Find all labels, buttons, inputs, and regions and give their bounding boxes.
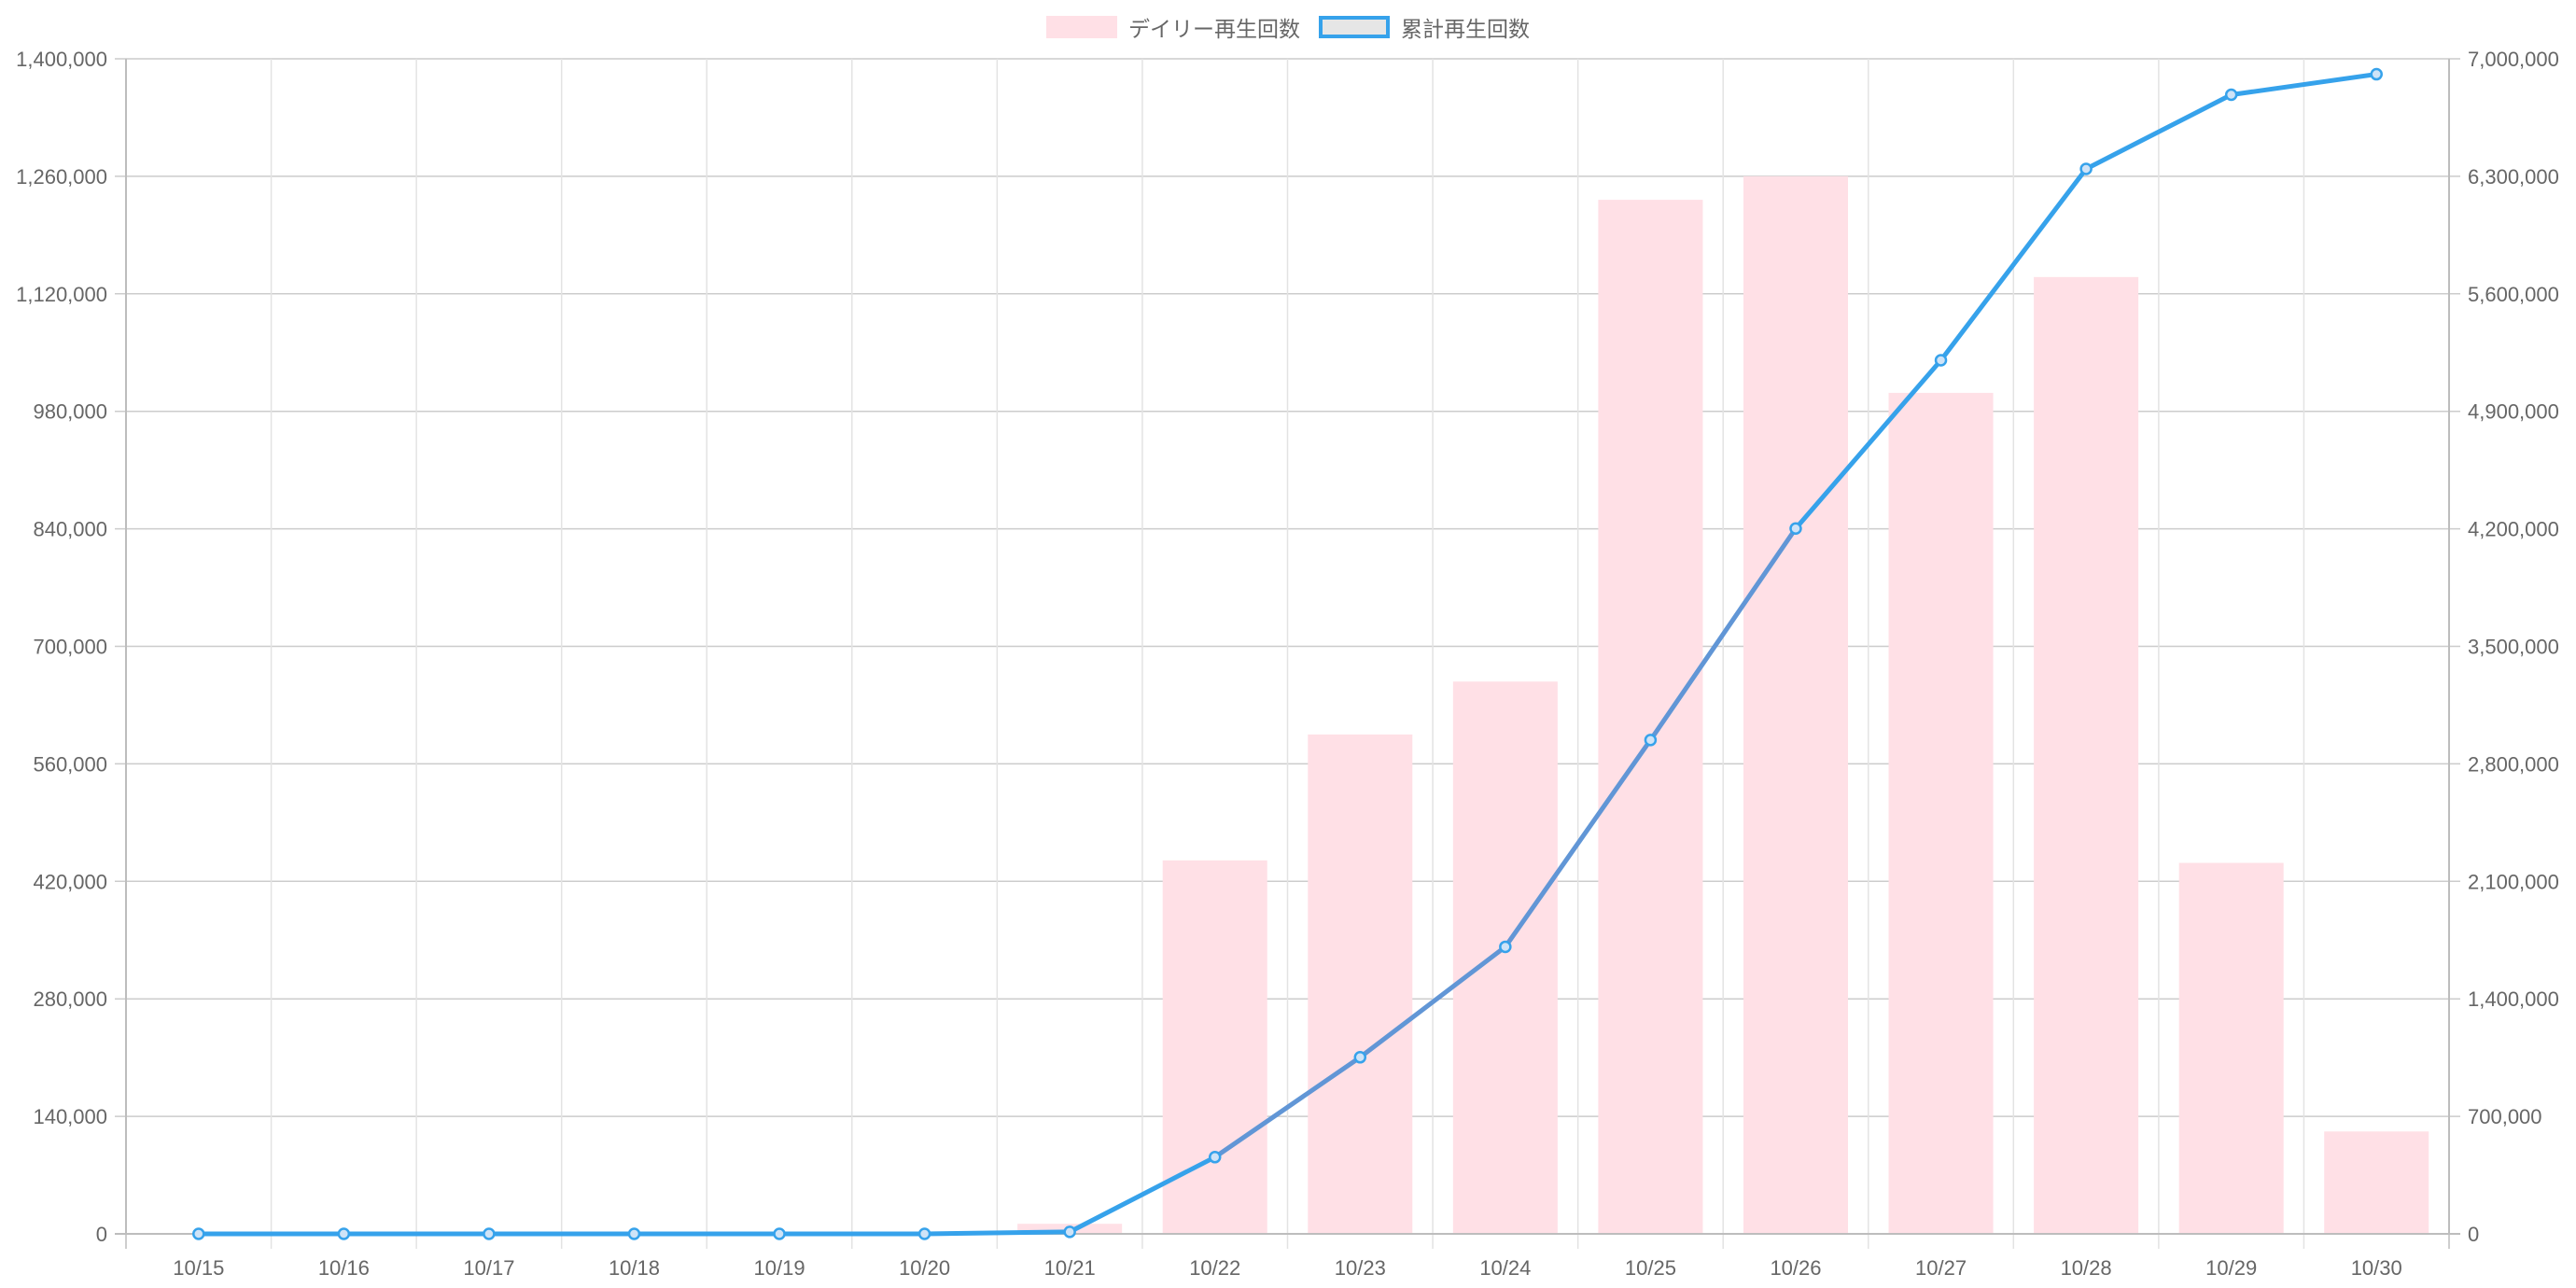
daily-bar[interactable] <box>1308 734 1413 1234</box>
cumulative-point[interactable] <box>1353 1051 1367 1064</box>
x-tick-label: 10/30 <box>2351 1256 2402 1280</box>
daily-bar[interactable] <box>1888 392 1994 1234</box>
line-layer <box>192 67 2383 1240</box>
y-left-tick-label: 980,000 <box>33 400 107 424</box>
y-left-tick-label: 840,000 <box>33 518 107 541</box>
cumulative-line-segment <box>1067 1155 1218 1235</box>
cumulative-point[interactable] <box>2224 88 2238 102</box>
x-tick-label: 10/25 <box>1625 1256 1676 1280</box>
x-tick-label: 10/15 <box>173 1256 224 1280</box>
x-tick-label: 10/29 <box>2205 1256 2257 1280</box>
y-left-tick-label: 700,000 <box>33 636 107 659</box>
cumulative-point[interactable] <box>1063 1225 1076 1239</box>
y-left-tick-label: 1,120,000 <box>16 283 107 306</box>
cumulative-point[interactable] <box>2079 162 2093 175</box>
x-tick-label: 10/28 <box>2061 1256 2112 1280</box>
y-left-tick-label: 280,000 <box>33 987 107 1011</box>
legend-item-daily[interactable]: デイリー再生回数 <box>1046 11 1300 43</box>
cumulative-point[interactable] <box>627 1227 641 1240</box>
legend: デイリー再生回数 累計再生回数 <box>0 11 2576 43</box>
y-left-tick-label: 1,400,000 <box>16 48 107 71</box>
y-right-tick-label: 5,600,000 <box>2468 283 2559 306</box>
y-left-tick-label: 1,260,000 <box>16 165 107 189</box>
y-left-tick-label: 560,000 <box>33 752 107 776</box>
x-tick-label: 10/16 <box>318 1256 370 1280</box>
cumulative-point[interactable] <box>1208 1151 1222 1164</box>
y-right-tick-label: 6,300,000 <box>2468 165 2559 189</box>
y-left-tick-label: 420,000 <box>33 870 107 893</box>
daily-bar[interactable] <box>1162 860 1267 1234</box>
daily-bar[interactable] <box>2324 1131 2429 1234</box>
cumulative-point[interactable] <box>192 1227 205 1240</box>
legend-swatch-daily <box>1046 16 1117 38</box>
y-right-tick-label: 2,800,000 <box>2468 752 2559 776</box>
x-tick-label: 10/26 <box>1770 1256 1821 1280</box>
cumulative-line-segment <box>1212 1055 1363 1160</box>
legend-label-cumulative: 累計再生回数 <box>1401 17 1530 41</box>
y-right-tick-label: 3,500,000 <box>2468 636 2559 659</box>
legend-label-daily: デイリー再生回数 <box>1128 17 1300 41</box>
x-tick-label: 10/27 <box>1915 1256 1967 1280</box>
cumulative-point[interactable] <box>773 1227 786 1240</box>
cumulative-point[interactable] <box>1644 734 1658 747</box>
daily-bar[interactable] <box>2178 862 2284 1234</box>
x-tick-label: 10/24 <box>1479 1256 1531 1280</box>
y-right-tick-label: 7,000,000 <box>2468 48 2559 71</box>
cumulative-line-segment <box>2083 91 2234 172</box>
daily-bar[interactable] <box>1743 175 1848 1234</box>
daily-bar[interactable] <box>2034 276 2139 1234</box>
bars-layer <box>1017 175 2429 1235</box>
daily-bar[interactable] <box>1598 200 1703 1235</box>
cumulative-point[interactable] <box>917 1227 931 1240</box>
x-tick-label: 10/20 <box>899 1256 950 1280</box>
cumulative-point[interactable] <box>1934 354 1948 367</box>
y-right-tick-label: 4,900,000 <box>2468 400 2559 424</box>
x-tick-label: 10/21 <box>1044 1256 1096 1280</box>
cumulative-line-segment <box>1357 944 1508 1060</box>
legend-swatch-cumulative <box>1319 16 1390 38</box>
x-tick-label: 10/22 <box>1189 1256 1240 1280</box>
cumulative-line-segment <box>2229 72 2379 97</box>
cumulative-point[interactable] <box>483 1227 496 1240</box>
cumulative-line-segment <box>1503 737 1653 949</box>
x-tick-label: 10/17 <box>463 1256 514 1280</box>
y-left-tick-label: 140,000 <box>33 1105 107 1128</box>
legend-item-cumulative[interactable]: 累計再生回数 <box>1319 11 1530 43</box>
cumulative-line-segment <box>1647 525 1799 743</box>
y-right-tick-label: 4,200,000 <box>2468 518 2559 541</box>
cumulative-point[interactable] <box>1789 522 1802 535</box>
cumulative-line-segment <box>1793 357 1944 531</box>
labels-layer: 0 0 140,000 700,000 280,000 1,400,000 420,000 2… <box>16 48 2559 1280</box>
daily-bar[interactable] <box>1452 681 1558 1234</box>
cumulative-point[interactable] <box>337 1227 351 1240</box>
y-right-tick-label: 1,400,000 <box>2468 987 2559 1011</box>
cumulative-point[interactable] <box>1499 940 1512 954</box>
cumulative-line-segment <box>922 1229 1072 1237</box>
y-right-tick-label: 700,000 <box>2468 1105 2542 1128</box>
x-tick-label: 10/19 <box>754 1256 805 1280</box>
y-right-tick-label: 0 <box>2468 1223 2479 1246</box>
cumulative-point[interactable] <box>2370 67 2383 81</box>
cumulative-line-segment <box>1939 166 2089 363</box>
y-left-tick-label: 0 <box>96 1223 107 1246</box>
x-tick-label: 10/18 <box>609 1256 660 1280</box>
y-right-tick-label: 2,100,000 <box>2468 870 2559 893</box>
x-tick-label: 10/23 <box>1335 1256 1386 1280</box>
